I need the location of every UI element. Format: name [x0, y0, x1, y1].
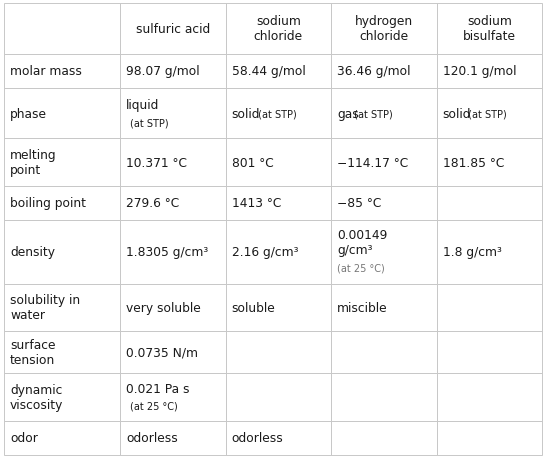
Text: 1413 °C: 1413 °C: [232, 197, 281, 210]
Bar: [120, 55, 225, 89]
Text: 0.00149: 0.00149: [337, 228, 388, 241]
Bar: [4, 139, 120, 186]
Bar: [437, 55, 542, 89]
Text: (at 25 °C): (at 25 °C): [130, 401, 178, 411]
Text: odor: odor: [10, 431, 38, 444]
Bar: [120, 4, 225, 55]
Text: 0.0735 N/m: 0.0735 N/m: [126, 346, 198, 359]
Text: (at 25 °C): (at 25 °C): [337, 263, 385, 273]
Text: 58.44 g/mol: 58.44 g/mol: [232, 65, 305, 78]
Text: 801 °C: 801 °C: [232, 156, 274, 169]
Text: sulfuric acid: sulfuric acid: [136, 23, 210, 36]
Bar: [120, 331, 225, 374]
Bar: [4, 284, 120, 331]
Text: 0.021 Pa s: 0.021 Pa s: [126, 382, 190, 395]
Text: sodium
chloride: sodium chloride: [254, 15, 303, 43]
Bar: [4, 4, 120, 55]
Text: miscible: miscible: [337, 301, 388, 314]
Text: solid: solid: [443, 107, 471, 120]
Text: 1.8305 g/cm³: 1.8305 g/cm³: [126, 246, 209, 259]
Bar: [437, 331, 542, 374]
Text: surface
tension: surface tension: [10, 338, 56, 366]
Text: 181.85 °C: 181.85 °C: [443, 156, 504, 169]
Bar: [331, 284, 437, 331]
Bar: [331, 421, 437, 455]
Bar: [120, 284, 225, 331]
Text: sodium
bisulfate: sodium bisulfate: [463, 15, 516, 43]
Text: melting
point: melting point: [10, 149, 57, 177]
Bar: [331, 55, 437, 89]
Bar: [120, 421, 225, 455]
Bar: [437, 421, 542, 455]
Bar: [4, 374, 120, 421]
Text: boiling point: boiling point: [10, 197, 86, 210]
Bar: [225, 331, 331, 374]
Text: (at STP): (at STP): [351, 109, 393, 119]
Bar: [331, 374, 437, 421]
Text: very soluble: very soluble: [126, 301, 201, 314]
Text: −85 °C: −85 °C: [337, 197, 382, 210]
Bar: [225, 220, 331, 284]
Bar: [225, 284, 331, 331]
Bar: [437, 220, 542, 284]
Text: g/cm³: g/cm³: [337, 244, 372, 257]
Text: solubility in
water: solubility in water: [10, 294, 80, 322]
Bar: [331, 331, 437, 374]
Text: (at STP): (at STP): [254, 109, 296, 119]
Text: 36.46 g/mol: 36.46 g/mol: [337, 65, 411, 78]
Text: (at STP): (at STP): [465, 109, 507, 119]
Bar: [437, 139, 542, 186]
Bar: [437, 186, 542, 220]
Text: density: density: [10, 246, 55, 259]
Bar: [225, 186, 331, 220]
Text: 120.1 g/mol: 120.1 g/mol: [443, 65, 516, 78]
Bar: [120, 139, 225, 186]
Text: gas: gas: [337, 107, 359, 120]
Bar: [331, 89, 437, 139]
Text: liquid: liquid: [126, 98, 159, 111]
Bar: [4, 421, 120, 455]
Bar: [331, 220, 437, 284]
Text: soluble: soluble: [232, 301, 275, 314]
Text: molar mass: molar mass: [10, 65, 82, 78]
Bar: [120, 220, 225, 284]
Bar: [331, 186, 437, 220]
Text: 1.8 g/cm³: 1.8 g/cm³: [443, 246, 501, 259]
Bar: [4, 186, 120, 220]
Bar: [437, 374, 542, 421]
Bar: [225, 139, 331, 186]
Text: hydrogen
chloride: hydrogen chloride: [355, 15, 413, 43]
Text: dynamic
viscosity: dynamic viscosity: [10, 383, 63, 411]
Bar: [4, 89, 120, 139]
Text: 10.371 °C: 10.371 °C: [126, 156, 187, 169]
Text: 98.07 g/mol: 98.07 g/mol: [126, 65, 200, 78]
Bar: [225, 374, 331, 421]
Bar: [120, 89, 225, 139]
Bar: [4, 331, 120, 374]
Bar: [225, 421, 331, 455]
Bar: [331, 4, 437, 55]
Text: solid: solid: [232, 107, 260, 120]
Text: 2.16 g/cm³: 2.16 g/cm³: [232, 246, 298, 259]
Bar: [437, 89, 542, 139]
Text: −114.17 °C: −114.17 °C: [337, 156, 408, 169]
Bar: [437, 4, 542, 55]
Bar: [225, 4, 331, 55]
Bar: [120, 374, 225, 421]
Bar: [331, 139, 437, 186]
Bar: [437, 284, 542, 331]
Text: odorless: odorless: [126, 431, 178, 444]
Bar: [120, 186, 225, 220]
Text: odorless: odorless: [232, 431, 283, 444]
Text: (at STP): (at STP): [130, 118, 169, 128]
Bar: [4, 220, 120, 284]
Text: 279.6 °C: 279.6 °C: [126, 197, 180, 210]
Text: phase: phase: [10, 107, 47, 120]
Bar: [4, 55, 120, 89]
Bar: [225, 89, 331, 139]
Bar: [225, 55, 331, 89]
